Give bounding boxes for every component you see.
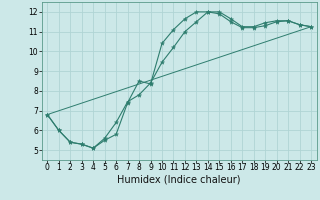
X-axis label: Humidex (Indice chaleur): Humidex (Indice chaleur) [117, 175, 241, 185]
